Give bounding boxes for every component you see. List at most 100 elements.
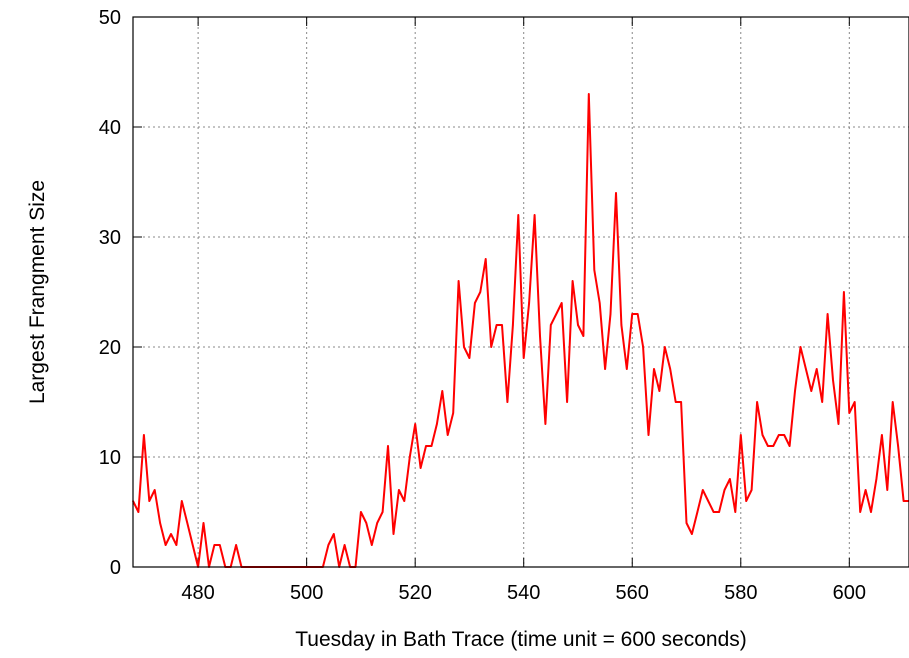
data-point — [137, 511, 140, 513]
data-point — [636, 313, 639, 315]
data-point — [658, 390, 661, 392]
data-point — [333, 533, 335, 535]
data-point — [387, 445, 389, 447]
grid-lines — [133, 17, 909, 567]
data-point — [620, 324, 623, 326]
data-point — [794, 390, 796, 392]
data-point — [457, 280, 460, 282]
data-point — [615, 192, 617, 194]
data-point — [772, 445, 775, 447]
data-point — [544, 423, 547, 425]
data-point — [886, 489, 889, 491]
data-point — [479, 291, 482, 293]
data-point — [235, 544, 237, 546]
data-point — [685, 522, 688, 524]
data-point — [474, 302, 476, 304]
data-point — [148, 500, 151, 502]
data-point — [799, 346, 802, 348]
data-point — [512, 324, 514, 326]
data-point — [495, 324, 498, 326]
data-point — [815, 368, 818, 370]
data-point — [219, 544, 221, 546]
data-point — [403, 500, 406, 502]
data-point — [664, 346, 666, 348]
data-point — [734, 511, 737, 513]
data-point — [588, 93, 590, 95]
data-point — [696, 511, 699, 513]
data-point — [712, 511, 715, 513]
data-point — [425, 445, 427, 447]
data-point — [327, 544, 330, 546]
y-tick-label: 40 — [99, 117, 121, 139]
data-point — [517, 214, 520, 216]
data-point — [848, 412, 851, 414]
x-axis-title: Tuesday in Bath Trace (time unit = 600 s… — [295, 628, 747, 651]
data-point — [371, 544, 373, 546]
data-point — [642, 346, 644, 348]
data-point — [484, 258, 487, 260]
data-point — [414, 423, 417, 425]
y-tick-label: 0 — [110, 557, 121, 579]
x-tick-label: 580 — [724, 582, 757, 604]
data-point — [609, 313, 612, 315]
data-point — [891, 401, 894, 403]
data-point — [522, 357, 525, 359]
data-point — [756, 401, 758, 403]
tick-labels: 0 10 20 30 40 50 480 500 520 540 560 580 600 — [99, 7, 866, 604]
data-point — [555, 313, 558, 315]
data-point — [778, 434, 780, 436]
series-line-0 — [132, 93, 909, 568]
data-point — [691, 533, 693, 535]
data-point — [533, 214, 536, 216]
data-point — [392, 533, 395, 535]
data-point — [343, 544, 346, 546]
data-point — [821, 401, 823, 403]
axis-ticks — [133, 16, 850, 568]
data-point — [153, 489, 156, 491]
data-point — [593, 269, 596, 271]
data-point — [761, 434, 764, 436]
x-tick-label: 480 — [181, 582, 214, 604]
data-point — [566, 401, 568, 403]
data-point — [881, 434, 883, 436]
data-point — [810, 390, 813, 392]
data-point — [729, 478, 731, 480]
y-axis-title: Largest Frangment Size — [26, 180, 49, 404]
data-point — [213, 544, 216, 546]
y-tick-label: 10 — [99, 447, 121, 469]
data-point — [539, 335, 541, 337]
data-point — [191, 544, 194, 546]
data-point — [560, 302, 563, 304]
data-point — [653, 368, 655, 370]
data-point — [740, 434, 742, 436]
data-point — [181, 500, 183, 502]
x-tick-label: 560 — [616, 582, 649, 604]
data-point — [159, 522, 161, 524]
data-point — [143, 434, 145, 436]
data-point — [902, 500, 905, 502]
data-point — [680, 401, 682, 403]
data-point — [702, 489, 704, 491]
x-tick-label: 520 — [398, 582, 431, 604]
data-point — [430, 445, 433, 447]
data-point — [381, 511, 384, 513]
data-point — [870, 511, 872, 513]
data-point — [409, 456, 411, 458]
series-layer — [132, 93, 909, 568]
data-point — [598, 302, 601, 304]
data-point — [788, 445, 791, 447]
data-point — [723, 489, 726, 491]
y-tick-label: 30 — [99, 227, 121, 249]
data-point — [170, 533, 172, 535]
data-point — [501, 324, 503, 326]
data-point — [202, 522, 205, 524]
data-point — [577, 324, 579, 326]
data-point — [604, 368, 606, 370]
x-tick-label: 600 — [833, 582, 866, 604]
data-point — [582, 335, 585, 337]
data-point — [490, 346, 493, 348]
data-point — [859, 511, 861, 513]
data-point — [452, 412, 455, 414]
data-point — [783, 434, 785, 436]
